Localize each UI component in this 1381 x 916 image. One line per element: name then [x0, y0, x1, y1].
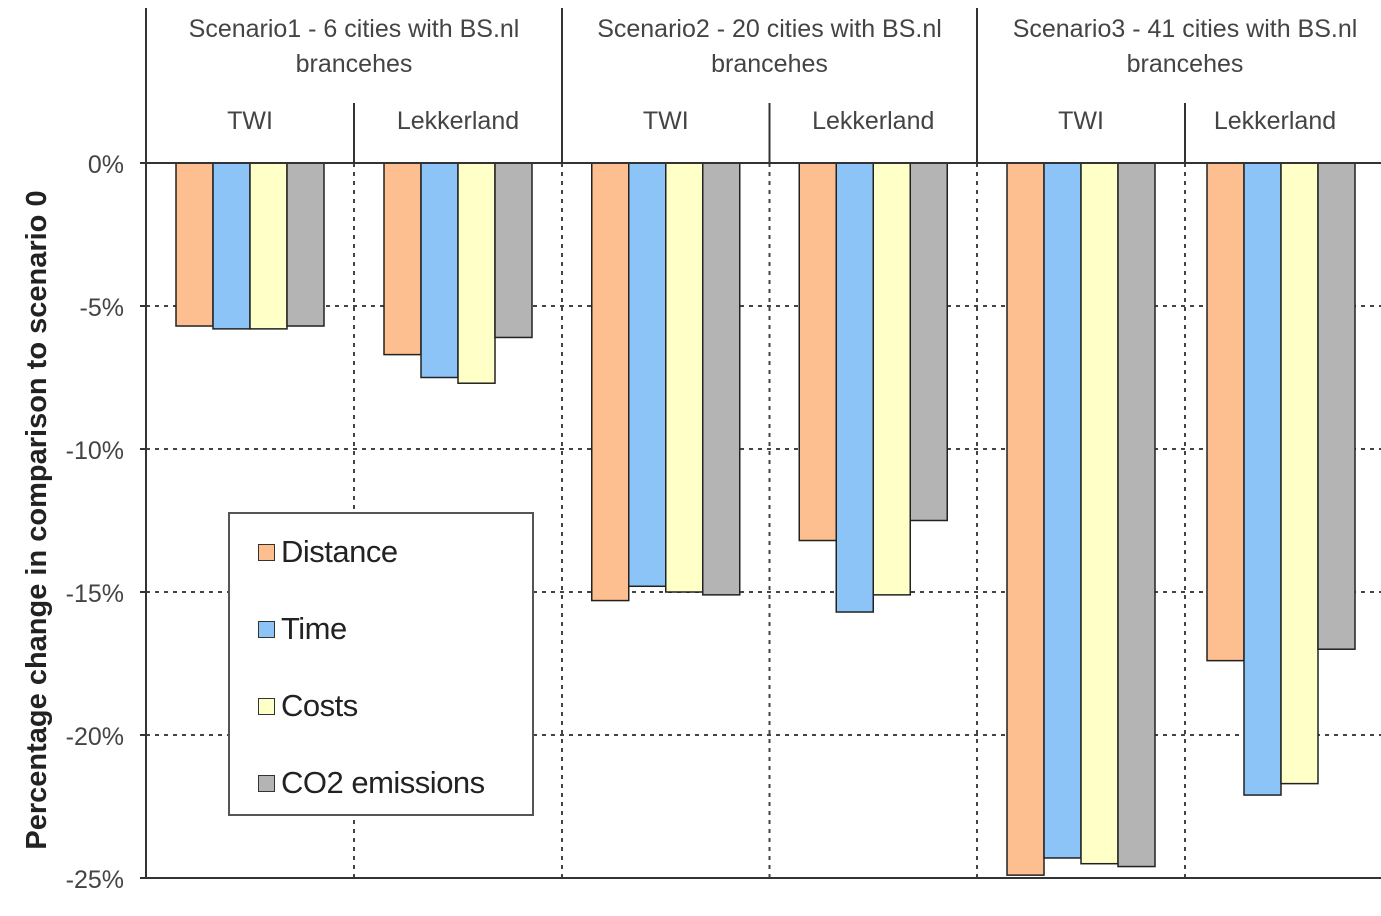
- y-tick-label: -15%: [66, 580, 124, 608]
- bar-time: [212, 162, 251, 330]
- legend-label: Time: [281, 611, 347, 646]
- bar-co2-emissions: [702, 162, 741, 596]
- scenario-title: brancehes: [1127, 50, 1244, 78]
- y-tick-label: -5%: [80, 294, 124, 322]
- group-label: Lekkerland: [812, 107, 934, 135]
- legend-swatch: [258, 697, 275, 715]
- legend-label: Distance: [281, 534, 398, 569]
- y-tick-labels: 0% -5% -10% -15% -20% -25%: [66, 151, 124, 894]
- scenario-title: Scenario1 - 6 cities with BS.nl: [189, 15, 520, 43]
- bar-costs: [457, 162, 496, 384]
- bar-distance: [175, 162, 214, 327]
- legend-swatch: [258, 774, 275, 792]
- legend-label: CO2 emissions: [281, 765, 485, 800]
- y-axis-label: Percentage change in comparison to scena…: [21, 190, 53, 849]
- bar-time: [835, 162, 874, 613]
- group-label: Lekkerland: [1214, 107, 1336, 135]
- bar-co2-emissions: [286, 162, 325, 327]
- bar-distance: [591, 162, 630, 602]
- bars: [175, 162, 1356, 876]
- bar-co2-emissions: [1317, 162, 1356, 650]
- bar-time: [628, 162, 667, 588]
- legend-item: Distance: [258, 534, 398, 570]
- bar-distance: [1006, 162, 1045, 876]
- bar-time: [1243, 162, 1282, 796]
- bar-costs: [1280, 162, 1319, 785]
- y-tick-label: -10%: [66, 437, 124, 465]
- scenario-headers: Scenario1 - 6 cities with BS.nl brancehes…: [189, 15, 1358, 135]
- bar-distance: [1206, 162, 1245, 662]
- legend-item: CO2 emissions: [258, 765, 485, 801]
- bar-distance: [383, 162, 422, 356]
- bar-co2-emissions: [494, 162, 533, 339]
- axes: [140, 8, 1381, 879]
- legend-item: Costs: [258, 688, 358, 724]
- group-label: TWI: [1058, 107, 1104, 135]
- bar-co2-emissions: [909, 162, 948, 522]
- legend-swatch: [258, 620, 275, 638]
- bar-costs: [872, 162, 911, 596]
- scenario-title: brancehes: [296, 50, 413, 78]
- bar-costs: [249, 162, 288, 330]
- bar-distance: [798, 162, 837, 542]
- legend-item: Time: [258, 611, 347, 647]
- scenario-title: brancehes: [711, 50, 828, 78]
- group-label: Lekkerland: [397, 107, 519, 135]
- group-label: TWI: [643, 107, 689, 135]
- bar-costs: [1080, 162, 1119, 865]
- group-label: TWI: [227, 107, 273, 135]
- bar-time: [1043, 162, 1082, 859]
- bar-costs: [665, 162, 704, 593]
- legend: Distance Time Costs CO2 emissions: [228, 512, 534, 816]
- scenario-title: Scenario2 - 20 cities with BS.nl: [597, 15, 942, 43]
- scenario-title: Scenario3 - 41 cities with BS.nl: [1013, 15, 1358, 43]
- bar-co2-emissions: [1117, 162, 1156, 868]
- gridlines: [146, 163, 1381, 878]
- y-tick-label: -25%: [66, 866, 124, 894]
- legend-label: Costs: [281, 688, 358, 723]
- y-tick-label: 0%: [88, 151, 124, 179]
- y-tick-label: -20%: [66, 723, 124, 751]
- legend-swatch: [258, 543, 275, 561]
- bar-time: [420, 162, 459, 379]
